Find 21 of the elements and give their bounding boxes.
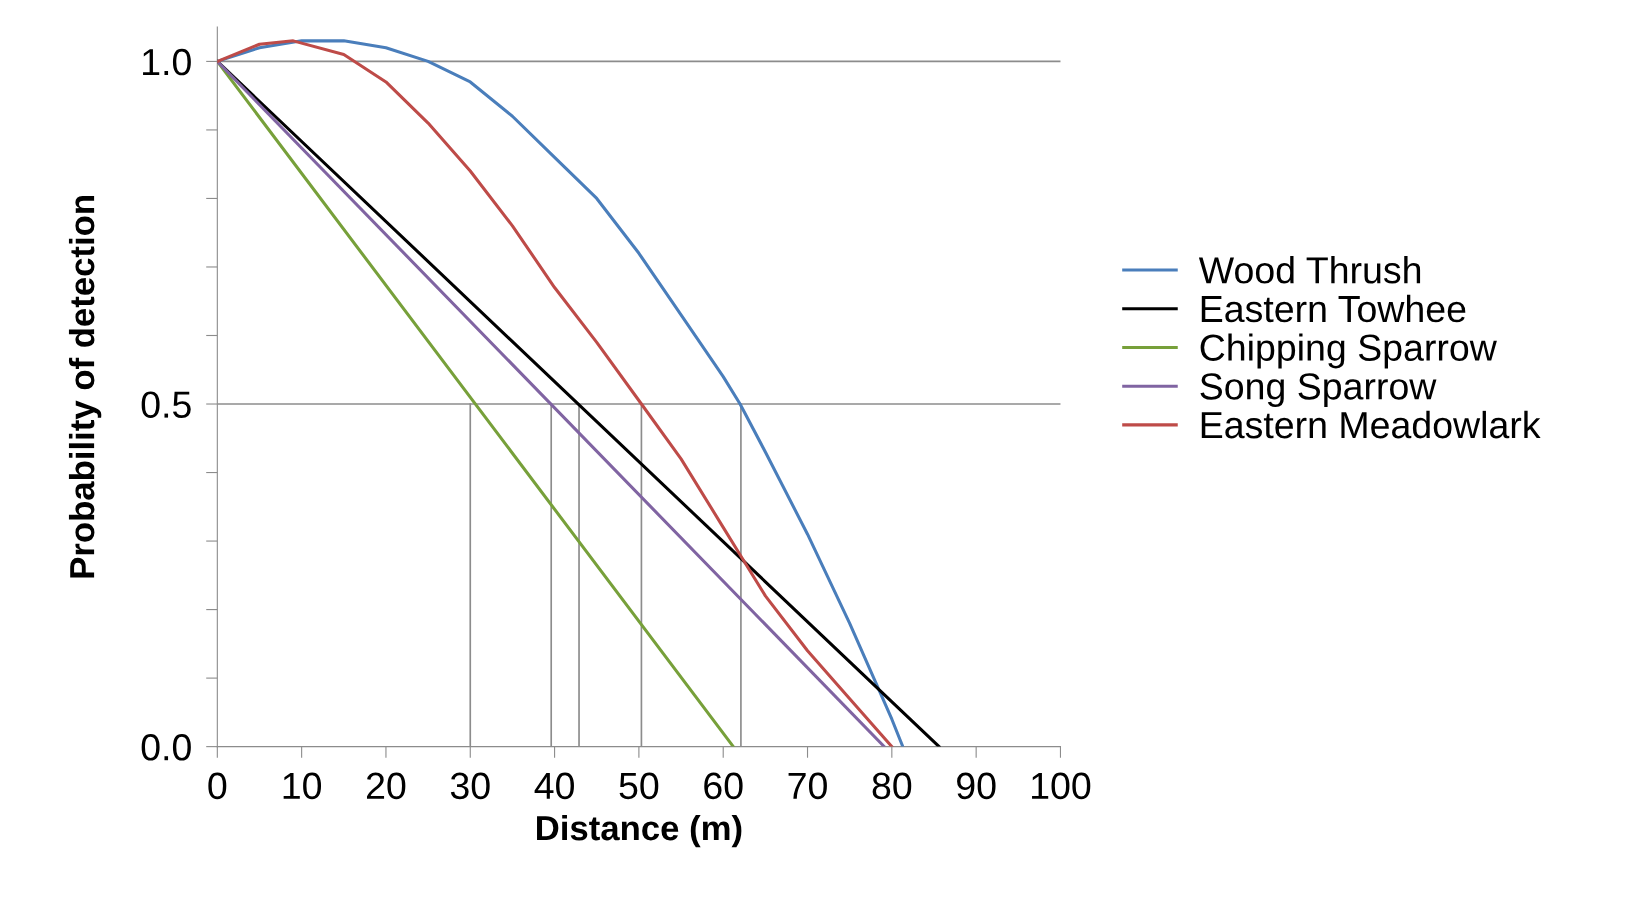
x-tick-label: 100 [1032, 772, 1091, 800]
y-tick-label: 0.0 [141, 734, 191, 761]
y-tick-label: 0.5 [141, 391, 191, 418]
x-tick-label: 80 [872, 772, 912, 800]
x-tick-label: 50 [619, 772, 659, 800]
x-tick-label: 30 [450, 772, 490, 800]
x-tick-label: 20 [366, 772, 406, 800]
legend-label: Wood Thrush [1198, 256, 1421, 284]
legend-label: Eastern Towhee [1201, 294, 1466, 323]
x-tick-label: 70 [788, 772, 827, 800]
x-axis-title: Distance (m) [537, 814, 742, 848]
legend-label: Chipping Sparrow [1200, 333, 1497, 369]
x-tick-label: 10 [283, 772, 322, 800]
y-axis-title: Probability of detection [68, 196, 102, 578]
x-tick-label: 0 [208, 772, 227, 800]
legend-label: Eastern Meadowlark [1201, 410, 1541, 439]
legend-label: Song Sparrow [1200, 373, 1437, 408]
x-tick-label: 90 [957, 772, 996, 800]
x-tick-label: 40 [534, 772, 574, 800]
y-tick-label: 1.0 [143, 48, 191, 76]
x-tick-label: 60 [704, 772, 743, 800]
